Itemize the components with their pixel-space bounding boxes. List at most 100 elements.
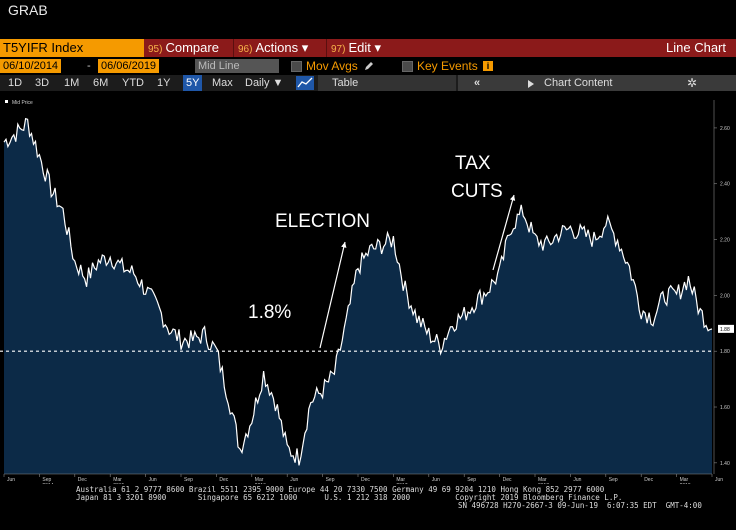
frequency-select[interactable]: Daily ▼ (245, 77, 284, 89)
x-tick-label: Dec (644, 477, 653, 483)
x-tick-label: Jun (715, 477, 723, 483)
date-bar: 06/10/2014 - 06/06/2019 Mid Line Mov Avg… (0, 58, 736, 74)
annotation-label: CUTS (451, 181, 503, 202)
x-axis: Jun Sep Dec Mar Jun Sep Dec Mar Jun Sep Dec Mar Jun S… (3, 473, 723, 484)
series-legend: Mid Price (12, 100, 33, 106)
footer-line-2: Japan 81 3 3201 8900 Singapore 65 6212 1… (76, 493, 623, 502)
last-value-tag (718, 324, 734, 333)
legend-swatch (5, 100, 8, 103)
grab-label: GRAB (8, 2, 48, 18)
x-tick-label: Mar (113, 477, 122, 483)
play-icon (528, 80, 534, 88)
annotation-label: TAX (455, 153, 491, 174)
chart-content-bar: « Chart Content ✲ (458, 75, 736, 91)
price-chart: Mid Price 2.60 2.40 2.20 2.00 1.80 1.60 1.40 1.… (0, 100, 734, 484)
mov-avgs-label: Mov Avgs (306, 59, 358, 73)
range-button-3d[interactable]: 3D (35, 77, 50, 89)
compare-button[interactable]: 95) Compare (148, 39, 219, 57)
x-tick-label: Mar (680, 477, 689, 483)
compare-label: Compare (165, 40, 219, 55)
x-tick-label: Sep (326, 477, 335, 483)
x-tick-label: Jun (432, 477, 440, 483)
end-date-input[interactable]: 06/06/2019 (98, 59, 160, 73)
y-tick-label: 1.40 (720, 461, 730, 467)
chart-type-label[interactable]: Line Chart (666, 40, 726, 55)
key-events-label: Key Events (417, 59, 478, 73)
key-events-checkbox[interactable] (402, 61, 413, 72)
range-button-6m[interactable]: 6M (93, 77, 109, 89)
x-year-label: 2019 (680, 483, 691, 484)
x-tick-label: Jun (149, 477, 157, 483)
last-value-label: 1.88 (720, 327, 730, 333)
election-arrow (319, 241, 346, 349)
info-icon[interactable]: i (483, 61, 493, 71)
x-tick-label: Mar (538, 477, 547, 483)
mov-avgs-checkbox[interactable] (291, 61, 302, 72)
range-button-1y[interactable]: 1Y (157, 77, 171, 89)
range-button-max[interactable]: Max (212, 77, 233, 89)
annotations: 1.8% ELECTION TAX CUTS (248, 153, 516, 349)
tax-cuts-arrow-head (509, 195, 516, 201)
x-tick-label: Dec (78, 477, 87, 483)
y-axis: 2.60 2.40 2.20 2.00 1.80 1.60 1.40 1.88 (713, 100, 734, 474)
x-year-label: 2015 (113, 483, 124, 484)
x-tick-label: Dec (503, 477, 512, 483)
tax-cuts-arrow (492, 194, 515, 271)
y-tick-label: 2.60 (720, 126, 730, 132)
x-year-label: 2014 (42, 483, 53, 484)
election-arrow-head (341, 242, 347, 248)
date-dash: - (87, 60, 91, 72)
footer-line-3: SN 496728 H270-2667-3 09-Jun-19 6:07:35 … (458, 501, 702, 510)
edit-num: 97) (331, 44, 346, 55)
plot-area (0, 117, 713, 474)
edit-button[interactable]: 97) Edit ▾ (331, 39, 381, 57)
range-bar: 1D 3D 1M 6M YTD 1Y 5Y Max Daily ▼ Table « Chart… (0, 75, 736, 91)
range-button-1m[interactable]: 1M (64, 77, 80, 89)
edit-label: Edit ▾ (348, 40, 381, 55)
start-date-input[interactable]: 06/10/2014 (0, 59, 62, 73)
mid-line-select[interactable]: Mid Line (195, 59, 279, 73)
y-tick-label: 2.20 (720, 238, 730, 244)
footer: Australia 61 2 9777 8600 Brazil 5511 239… (0, 485, 736, 520)
range-button-ytd[interactable]: YTD (122, 77, 144, 89)
compare-num: 95) (148, 44, 163, 55)
x-tick-label: Dec (219, 477, 228, 483)
x-tick-label: Sep (609, 477, 618, 483)
chart-content-button[interactable]: Chart Content (544, 77, 613, 89)
range-button-1d[interactable]: 1D (8, 77, 23, 89)
y-tick-label: 1.80 (720, 349, 730, 355)
separator (233, 39, 234, 57)
y-tick-label: 2.00 (720, 293, 730, 299)
x-tick-label: Mar (255, 477, 264, 483)
annotation-label: 1.8% (248, 302, 291, 323)
table-tab[interactable]: Table (318, 75, 456, 91)
y-tick-label: 2.40 (720, 182, 730, 188)
gear-icon[interactable]: ✲ (687, 76, 698, 90)
annotation-label: ELECTION (275, 211, 370, 232)
actions-label: Actions ▾ (255, 40, 309, 55)
price-area (4, 118, 712, 474)
x-tick-label: Sep (467, 477, 476, 483)
x-tick-label: Mar (396, 477, 405, 483)
x-tick-label: Sep (184, 477, 193, 483)
x-year-label: 2016 (255, 483, 266, 484)
x-tick-label: Jun (573, 477, 581, 483)
x-tick-label: Jun (290, 477, 298, 483)
line-chart-icon[interactable] (296, 76, 314, 90)
price-line (3, 117, 713, 466)
separator (326, 39, 327, 57)
x-year-label: 2017 (396, 483, 407, 484)
range-button-5y[interactable]: 5Y (183, 75, 203, 91)
command-bar: T5YIFR Index 95) Compare 96) Actions ▾ 97)… (0, 39, 736, 57)
pencil-icon[interactable] (364, 61, 374, 71)
x-tick-label: Dec (361, 477, 370, 483)
back-arrows-icon[interactable]: « (474, 77, 481, 89)
ticker-field[interactable]: T5YIFR Index (0, 39, 144, 57)
x-tick-label: Sep (42, 477, 51, 483)
y-tick-label: 1.60 (720, 405, 730, 411)
x-tick-label: Jun (7, 477, 15, 483)
actions-num: 96) (238, 44, 253, 55)
actions-button[interactable]: 96) Actions ▾ (238, 39, 308, 57)
footer-line-1: Australia 61 2 9777 8600 Brazil 5511 239… (76, 485, 605, 494)
